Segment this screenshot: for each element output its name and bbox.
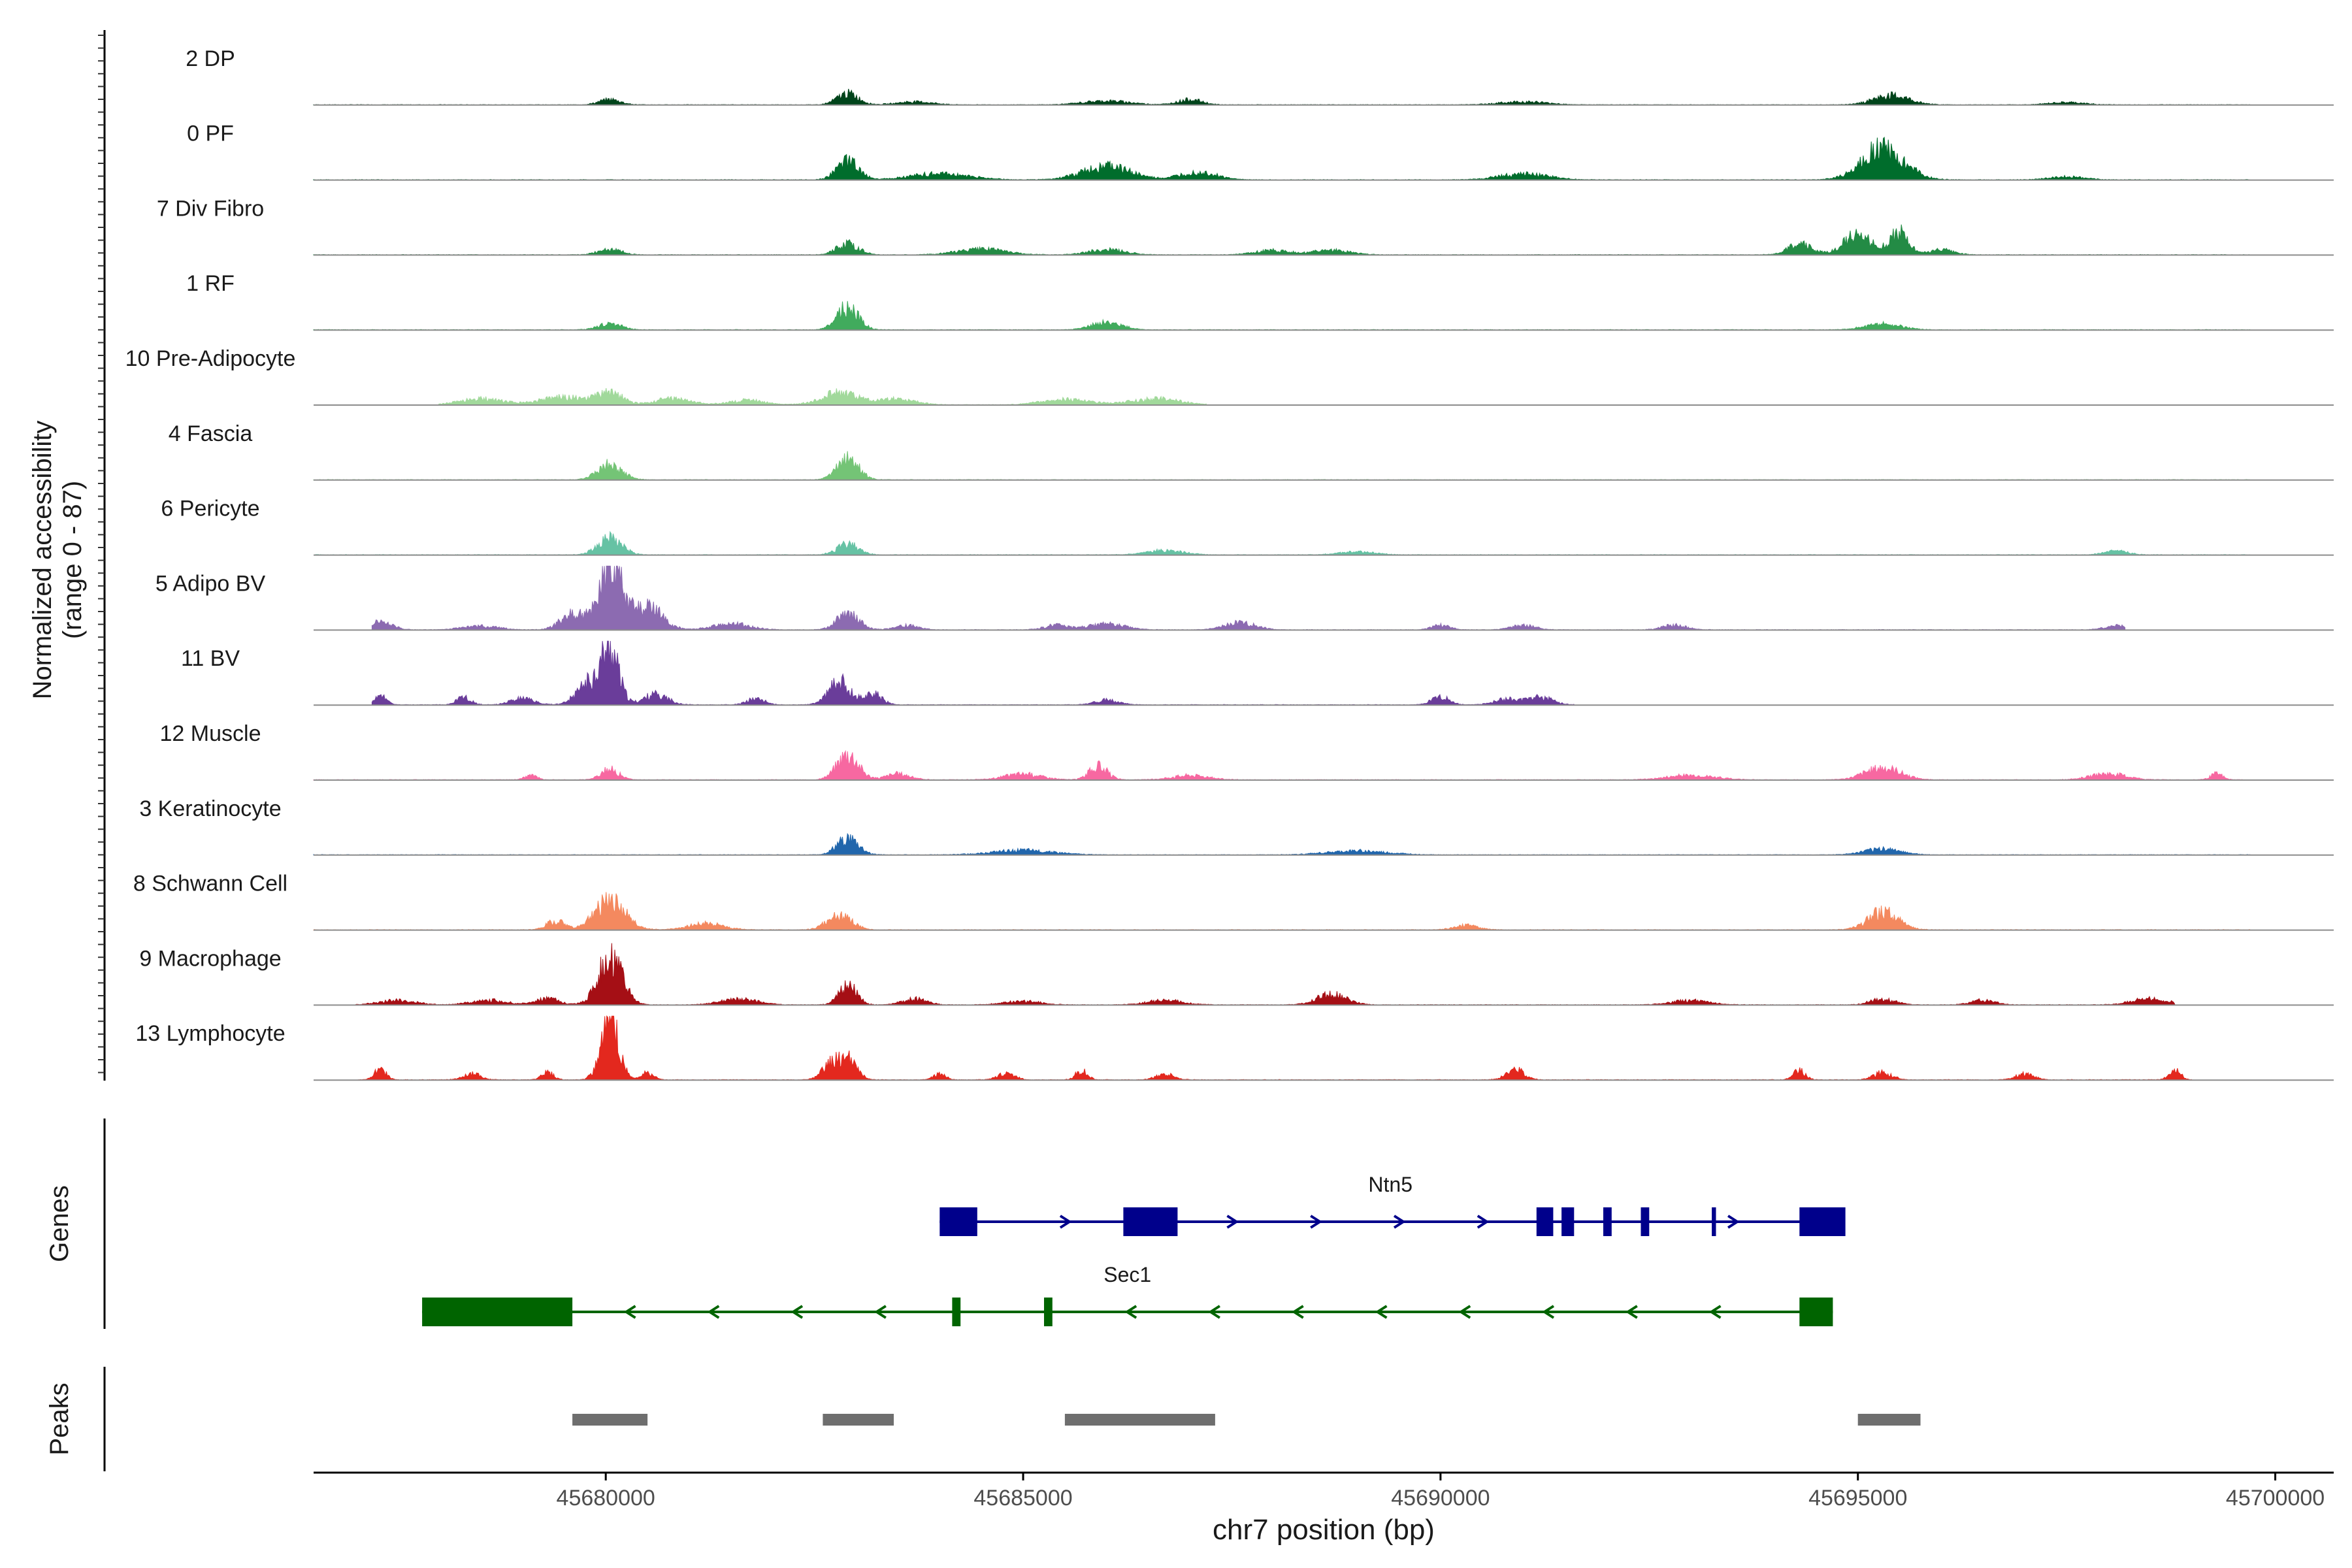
track-label: 3 Keratinocyte: [139, 796, 281, 821]
track-12: 8 Schwann Cell: [133, 872, 2334, 931]
gene-exon: [422, 1298, 573, 1326]
strand-arrow: [1310, 1215, 1322, 1229]
x-axis-title: chr7 position (bp): [1213, 1514, 1435, 1546]
strand-arrow: [791, 1305, 804, 1319]
x-tick-label: 45690000: [1391, 1486, 1490, 1511]
coverage-area: [313, 88, 2251, 106]
strand-arrow: [1708, 1305, 1722, 1319]
y-axis-title-line1: Normalized accessibility: [28, 421, 57, 700]
track-label: 10 Pre-Adipocyte: [125, 346, 296, 371]
peak-region: [572, 1414, 648, 1426]
track-9: 11 BV: [181, 640, 2334, 706]
coverage-y-ticks: [98, 35, 105, 1073]
coverage-area: [313, 531, 2251, 556]
gene-annotation-track: Ntn5 Sec1: [422, 1173, 1846, 1326]
coverage-area: [355, 1015, 2193, 1081]
strand-arrow: [623, 1305, 636, 1319]
track-label: 6 Pericyte: [161, 497, 259, 521]
track-label: 7 Div Fibro: [157, 196, 264, 221]
coverage-area: [313, 451, 2252, 481]
gene-exon: [1641, 1207, 1650, 1236]
strand-arrow: [1124, 1305, 1137, 1319]
strand-arrow: [874, 1305, 887, 1319]
track-label: 1 RF: [186, 271, 235, 296]
genes-panel-label: Genes: [45, 1185, 74, 1262]
track-7: 6 Pericyte: [161, 497, 2334, 556]
track-11: 3 Keratinocyte: [139, 796, 2334, 856]
gene-exon: [939, 1207, 977, 1236]
gene-ntn5: Ntn5: [939, 1173, 1846, 1236]
strand-arrow: [1727, 1215, 1740, 1229]
peaks-panel-label: Peaks: [45, 1382, 74, 1455]
track-2: 0 PF: [187, 122, 2334, 181]
track-label: 12 Muscle: [160, 721, 261, 746]
peak-region: [1857, 1414, 1921, 1426]
coverage-area: [371, 565, 2126, 630]
track-4: 1 RF: [186, 271, 2334, 331]
track-1: 2 DP: [186, 46, 2334, 106]
strand-arrow: [707, 1305, 720, 1319]
gene-exon: [1123, 1207, 1178, 1236]
coverage-area: [438, 388, 1207, 406]
track-label: 0 PF: [187, 122, 234, 146]
coverage-area: [371, 640, 1575, 706]
x-tick-label: 45680000: [557, 1486, 655, 1511]
gene-name-label: Sec1: [1103, 1263, 1151, 1286]
gene-exon: [1044, 1298, 1053, 1326]
track-label: 8 Schwann Cell: [133, 872, 287, 896]
track-8: 5 Adipo BV: [155, 565, 2334, 631]
strand-arrow: [1208, 1305, 1220, 1319]
track-label: 9 Macrophage: [139, 946, 281, 971]
y-axis-title-line2: (range 0 - 87): [58, 481, 87, 639]
strand-arrow: [1226, 1215, 1239, 1229]
strand-arrow: [1542, 1305, 1555, 1319]
strand-arrow: [1059, 1215, 1072, 1229]
x-tick-label: 45695000: [1808, 1486, 1907, 1511]
track-label: 11 BV: [181, 646, 240, 671]
track-5: 10 Pre-Adipocyte: [125, 346, 2334, 406]
gene-exon: [1561, 1207, 1575, 1236]
strand-arrow: [1625, 1305, 1638, 1319]
gene-exon: [1603, 1207, 1612, 1236]
coverage-tracks: 2 DP 0 PF 7 Div Fibro 1 RF 10 Pre-Adipocyte 4…: [125, 46, 2334, 1081]
strand-arrow: [1291, 1305, 1304, 1319]
strand-arrow: [1477, 1215, 1490, 1229]
track-3: 7 Div Fibro: [157, 196, 2334, 256]
x-tick-label: 45685000: [973, 1486, 1072, 1511]
gene-exon: [1799, 1298, 1833, 1326]
track-label: 13 Lymphocyte: [135, 1021, 285, 1046]
coverage-area: [313, 224, 2251, 255]
track-6: 4 Fascia: [169, 421, 2334, 481]
track-10: 12 Muscle: [160, 721, 2334, 781]
track-label: 5 Adipo BV: [155, 571, 266, 596]
track-label: 2 DP: [186, 46, 235, 71]
gene-exon: [1712, 1207, 1716, 1236]
track-14: 13 Lymphocyte: [135, 1015, 2334, 1081]
track-13: 9 Macrophage: [139, 943, 2334, 1006]
gene-exon: [952, 1298, 961, 1326]
coverage-area: [313, 892, 2251, 931]
gene-sec1: Sec1: [422, 1263, 1833, 1326]
peak-regions-track: [572, 1414, 1921, 1426]
gene-name-label: Ntn5: [1368, 1173, 1413, 1196]
x-axis-ticks: 45680000 45685000 45690000 45695000 45700000: [557, 1473, 2325, 1511]
peak-region: [823, 1414, 894, 1426]
strand-arrow: [1458, 1305, 1471, 1319]
gene-exon: [1799, 1207, 1846, 1236]
coverage-area: [313, 137, 2251, 181]
coverage-area: [313, 749, 2251, 781]
track-label: 4 Fascia: [169, 421, 253, 446]
coverage-area: [313, 832, 2251, 856]
strand-arrow: [1375, 1305, 1388, 1319]
gene-exon: [1536, 1207, 1554, 1236]
x-tick-label: 45700000: [2226, 1486, 2325, 1511]
coverage-area: [313, 301, 2251, 331]
peak-region: [1064, 1414, 1215, 1426]
coverage-area: [355, 943, 2176, 1005]
strand-arrow: [1393, 1215, 1406, 1229]
